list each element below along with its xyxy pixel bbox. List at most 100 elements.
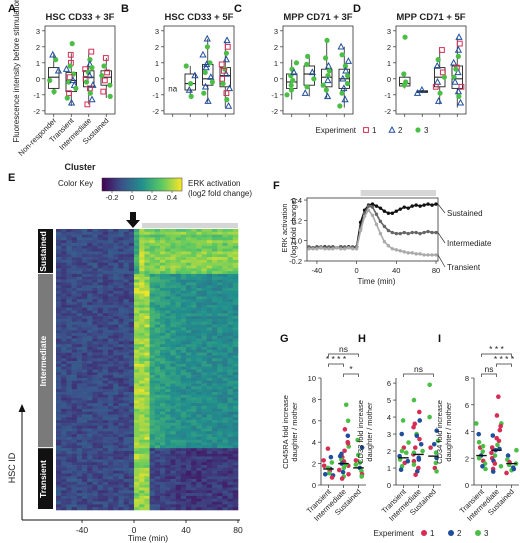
heatmap-cell (165, 476, 171, 480)
heatmap-cell (175, 279, 182, 283)
heatmap-cell (180, 243, 187, 247)
heatmap-cell (123, 355, 130, 359)
heatmap-cell (206, 459, 213, 463)
heatmap-cell (186, 296, 192, 300)
heatmap-cell (212, 288, 218, 292)
heatmap-cell (71, 377, 78, 382)
heatmap-cell (82, 406, 88, 410)
heatmap-cell (82, 380, 88, 384)
heatmap-cell (118, 411, 124, 415)
heatmap-cell (232, 448, 239, 452)
heatmap-cell (113, 332, 119, 337)
heatmap-cell (61, 321, 67, 325)
heatmap-cell (201, 473, 208, 477)
heatmap-cell (191, 434, 197, 438)
heatmap-cell (102, 332, 109, 337)
heatmap-cell (139, 268, 145, 272)
heatmap-cell (160, 335, 166, 339)
heatmap-cell (134, 237, 140, 241)
heatmap-cell (154, 282, 161, 286)
series-point (406, 206, 410, 210)
heatmap-cell (92, 338, 98, 342)
heatmap-cell (118, 442, 124, 446)
heatmap-cell (154, 397, 161, 401)
heatmap-cell (123, 338, 130, 342)
heatmap-cell (196, 487, 202, 491)
heatmap-cell (180, 302, 187, 306)
heatmap-cell (82, 361, 88, 365)
heatmap-cell (139, 234, 145, 238)
heatmap-cell (222, 234, 228, 238)
heatmap-cell (56, 313, 62, 317)
heatmap-cell (206, 422, 213, 426)
y-tick-label: 2 (387, 43, 391, 52)
stimulation-bar (360, 190, 437, 196)
heatmap-cell (212, 448, 218, 452)
heatmap-cell (170, 481, 176, 486)
heatmap-cell (196, 327, 202, 331)
heatmap-cell (180, 257, 187, 261)
heatmap-cell (232, 431, 239, 435)
heatmap-cell (180, 254, 187, 258)
heatmap-cell (165, 335, 171, 339)
heatmap-cell (61, 358, 67, 362)
heatmap-cell (201, 332, 208, 337)
heatmap-cell (160, 414, 166, 418)
heatmap-cell (97, 394, 104, 398)
heatmap-cell (227, 237, 234, 241)
heatmap-cell (92, 251, 98, 255)
heatmap-cell (154, 237, 161, 241)
heatmap-cell (160, 493, 166, 497)
panel-letter-d: D (353, 3, 361, 15)
heatmap-cell (175, 285, 182, 289)
heatmap-cell (92, 436, 98, 441)
heatmap-cell (123, 248, 130, 252)
heatmap-cell (180, 293, 187, 297)
heatmap-cell (222, 369, 228, 373)
heatmap-cell (191, 436, 197, 441)
heatmap-cell (102, 420, 109, 424)
heatmap-cell (108, 313, 114, 317)
heatmap-cell (232, 473, 239, 477)
heatmap-cell (61, 310, 67, 314)
heatmap-cell (139, 248, 145, 252)
heatmap-cell (165, 363, 171, 367)
heatmap-cell (102, 240, 109, 244)
data-point (67, 63, 73, 69)
heatmap-cell (154, 349, 161, 353)
heatmap-cell (154, 383, 161, 387)
heatmap-cell (92, 324, 98, 328)
heatmap-cell (139, 495, 145, 500)
heatmap-cell (180, 341, 187, 345)
heatmap-cell (160, 273, 166, 278)
heatmap-cell (232, 290, 239, 294)
heatmap-cell (102, 282, 109, 286)
heatmap-cell (201, 318, 208, 323)
heatmap-cell (113, 504, 119, 508)
heatmap-cell (232, 386, 239, 390)
heatmap-cell (123, 279, 130, 283)
heatmap-cell (186, 341, 192, 345)
significance-label: * * * (489, 344, 504, 354)
heatmap-cell (222, 450, 228, 455)
heatmap-cell (128, 479, 135, 483)
heatmap-cell (180, 347, 187, 351)
heatmap-cell (76, 481, 83, 486)
significance-bracket (328, 363, 344, 367)
x-tick-label: 80 (233, 525, 243, 535)
heatmap-cell (196, 279, 202, 283)
heatmap-cell (227, 442, 234, 446)
heatmap-cell (97, 316, 104, 320)
heatmap-cell (170, 445, 176, 449)
heatmap-cell (227, 425, 234, 429)
heatmap-cell (222, 459, 228, 463)
heatmap-cell (149, 355, 156, 359)
heatmap-cell (149, 411, 156, 415)
y-tick-label: 5 (387, 396, 391, 405)
heatmap-cell (134, 341, 140, 345)
heatmap-cell (149, 248, 156, 252)
data-point (353, 462, 359, 467)
heatmap-cell (108, 268, 114, 272)
heatmap-cell (217, 316, 223, 320)
heatmap-cell (186, 259, 192, 264)
